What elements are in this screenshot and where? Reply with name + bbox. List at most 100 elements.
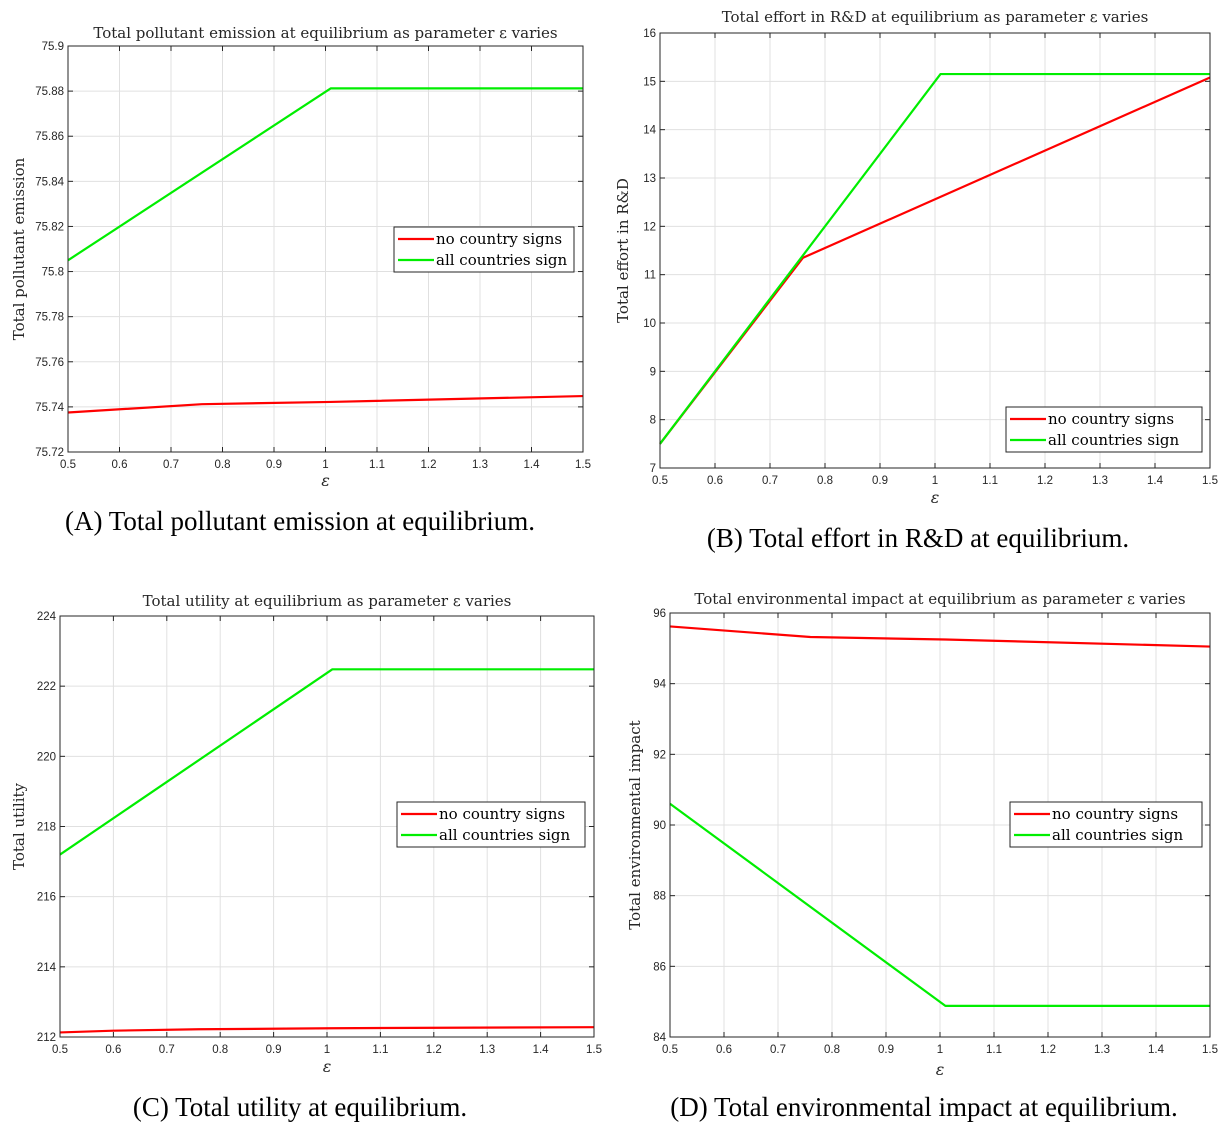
- panel-caption: (C) Total utility at equilibrium.: [133, 1092, 467, 1122]
- legend-entry-label: all countries sign: [439, 826, 570, 844]
- y-axis-label: Total pollutant emission: [10, 157, 28, 340]
- x-tick-label: 0.5: [652, 475, 668, 487]
- x-tick-label: 0.8: [215, 459, 231, 471]
- y-tick-label: 8: [650, 415, 656, 427]
- x-tick-label: 0.5: [52, 1044, 68, 1056]
- x-tick-label: 1.1: [372, 1044, 388, 1056]
- chart-panel-a: 0.5 0.6 0.7 0.8 0.9 1 1.1 1.2 1.3 1.4 1.5 75.72 75.7…: [10, 24, 591, 536]
- chart-title: Total effort in R&D at equilibrium as pa…: [722, 8, 1149, 26]
- x-tick-label: 1: [324, 1044, 330, 1056]
- x-tick-label: 1.1: [986, 1044, 1002, 1056]
- y-tick-label: 75.9: [42, 41, 64, 53]
- x-tick-label: 0.8: [817, 475, 833, 487]
- y-tick-label: 75.72: [35, 447, 64, 459]
- y-tick-label: 12: [643, 221, 656, 233]
- y-tick-label: 16: [643, 28, 656, 40]
- panel-caption: (B) Total effort in R&D at equilibrium.: [707, 523, 1129, 553]
- x-tick-label: 1.3: [472, 459, 488, 471]
- y-tick-label: 9: [650, 366, 656, 378]
- y-tick-label: 212: [37, 1032, 56, 1044]
- y-tick-label: 86: [653, 961, 666, 973]
- x-tick-label: 1.4: [1148, 1044, 1165, 1056]
- axes-box: [67, 45, 584, 453]
- legend-entry-label: all countries sign: [1048, 431, 1179, 449]
- y-tick-label: 90: [653, 820, 666, 832]
- y-tick-label: 88: [653, 891, 666, 903]
- x-tick-label: 0.5: [662, 1044, 678, 1056]
- legend-entry-label: no country signs: [436, 230, 562, 248]
- y-tick-label: 75.74: [35, 402, 64, 414]
- chart-title: Total utility at equilibrium as paramete…: [143, 592, 512, 610]
- x-tick-label: 1.5: [1202, 1044, 1218, 1056]
- y-tick-label: 216: [37, 892, 56, 904]
- y-tick-label: 11: [644, 270, 656, 282]
- legend: no country signs all countries sign: [1009, 801, 1203, 848]
- legend-entry-label: all countries sign: [1052, 826, 1183, 844]
- legend-box: [1009, 801, 1203, 848]
- y-tick-label: 75.82: [35, 221, 64, 233]
- legend: no country signs all countries sign: [1005, 406, 1203, 453]
- x-tick-label: 1.3: [1092, 475, 1108, 487]
- x-tick-label: 1.3: [1094, 1044, 1110, 1056]
- chart-panel-b: 0.5 0.6 0.7 0.8 0.9 1 1.1 1.2 1.3 1.4 1.5 7 8 9 10 11 12…: [614, 8, 1218, 553]
- y-tick-label: 84: [653, 1032, 666, 1044]
- x-tick-label: 1: [937, 1044, 943, 1056]
- x-tick-label: 0.6: [707, 475, 723, 487]
- x-tick-label: 1.4: [524, 459, 541, 471]
- y-tick-label: 75.76: [35, 357, 64, 369]
- axes-box: [659, 32, 1211, 469]
- y-tick-label: 218: [37, 822, 56, 834]
- legend-box: [396, 801, 586, 848]
- x-tick-label: 0.9: [266, 459, 282, 471]
- x-tick-label: 1.4: [533, 1044, 550, 1056]
- y-tick-label: 75.8: [42, 267, 64, 279]
- x-tick-label: 0.7: [770, 1044, 786, 1056]
- x-axis-label: ε: [321, 471, 330, 490]
- y-tick-label: 7: [650, 463, 656, 475]
- x-axis-label: ε: [931, 488, 940, 507]
- x-tick-label: 1.3: [479, 1044, 495, 1056]
- x-tick-label: 1.4: [1147, 475, 1164, 487]
- y-tick-label: 75.88: [35, 86, 64, 98]
- axes-box: [669, 612, 1211, 1038]
- series-line-no-country-signs: [67, 394, 584, 414]
- x-tick-label: 0.9: [872, 475, 888, 487]
- legend: no country signs all countries sign: [396, 801, 586, 848]
- chart-panel-d: 0.5 0.6 0.7 0.8 0.9 1 1.1 1.2 1.3 1.4 1.5 84 86 88 90 9…: [626, 590, 1218, 1122]
- chart-panel-c: 0.5 0.6 0.7 0.8 0.9 1 1.1 1.2 1.3 1.4 1.5 212 214 216…: [10, 592, 602, 1122]
- y-axis-label: Total environmental impact: [626, 720, 644, 929]
- x-tick-label: 0.6: [716, 1044, 732, 1056]
- legend-entry-label: no country signs: [439, 805, 565, 823]
- x-tick-label: 1.5: [575, 459, 591, 471]
- x-tick-label: 1.2: [1040, 1044, 1056, 1056]
- x-tick-label: 0.5: [60, 459, 76, 471]
- x-tick-label: 1.2: [1037, 475, 1053, 487]
- legend: no country signs all countries sign: [393, 226, 575, 273]
- x-tick-label: 0.7: [159, 1044, 175, 1056]
- y-tick-label: 15: [643, 76, 656, 88]
- legend-entry-label: no country signs: [1052, 805, 1178, 823]
- x-tick-label: 1.5: [586, 1044, 602, 1056]
- legend-box: [393, 226, 575, 273]
- x-axis-label: ε: [323, 1057, 332, 1076]
- x-tick-label: 1: [322, 459, 328, 471]
- y-tick-label: 75.86: [35, 131, 64, 143]
- x-tick-label: 0.9: [266, 1044, 282, 1056]
- y-axis-label: Total utility: [10, 782, 28, 870]
- series-line-no-country-signs: [669, 625, 1211, 648]
- y-tick-label: 94: [653, 679, 666, 691]
- panel-caption: (A) Total pollutant emission at equilibr…: [65, 506, 535, 536]
- y-tick-label: 75.78: [35, 312, 64, 324]
- x-tick-label: 0.6: [105, 1044, 121, 1056]
- y-tick-label: 220: [37, 751, 56, 763]
- y-tick-label: 92: [653, 749, 666, 761]
- x-tick-label: 0.8: [824, 1044, 840, 1056]
- x-tick-label: 1.2: [426, 1044, 442, 1056]
- y-tick-label: 222: [37, 681, 56, 693]
- x-tick-label: 0.8: [212, 1044, 228, 1056]
- x-tick-label: 0.9: [878, 1044, 894, 1056]
- y-tick-label: 10: [643, 318, 656, 330]
- legend-entry-label: all countries sign: [436, 251, 567, 269]
- y-tick-label: 224: [37, 611, 57, 623]
